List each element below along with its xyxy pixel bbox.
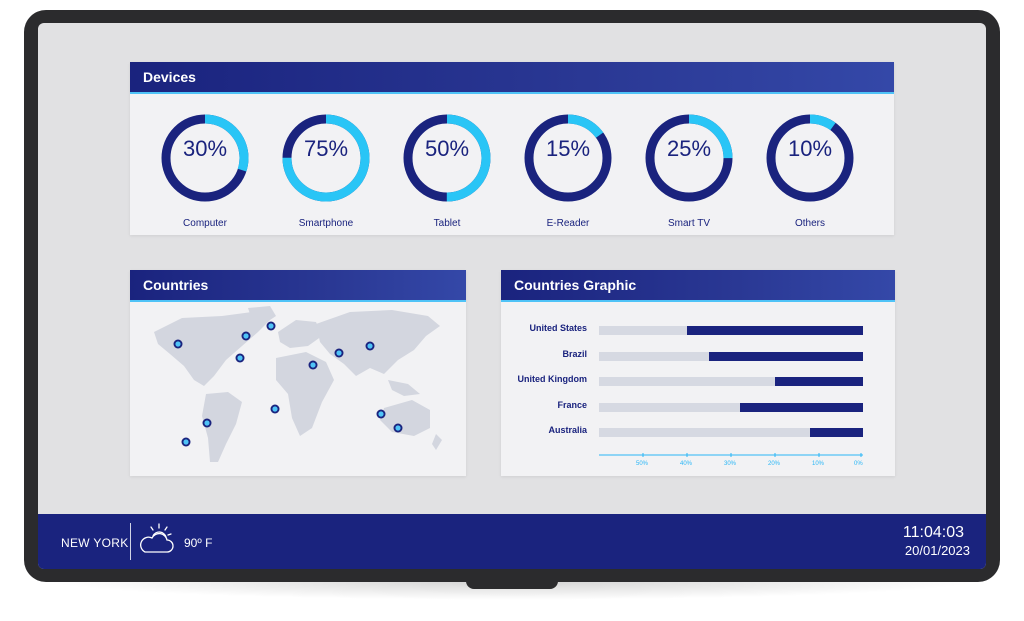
device-donut-tablet: 50% Tablet bbox=[397, 108, 497, 229]
city-label: NEW YORK bbox=[61, 536, 129, 550]
map-pin bbox=[243, 333, 249, 339]
bar-row: France bbox=[501, 400, 895, 414]
map-pin bbox=[237, 355, 243, 361]
bar-value bbox=[687, 326, 863, 335]
donut-ring bbox=[766, 114, 854, 202]
australia-shape bbox=[380, 400, 430, 436]
map-pin bbox=[272, 406, 278, 412]
device-donut-smartphone: 75% Smartphone bbox=[276, 108, 376, 229]
bar-value bbox=[775, 377, 863, 386]
bar-track bbox=[599, 351, 863, 361]
map-pin bbox=[336, 350, 342, 356]
bar-value bbox=[709, 351, 863, 361]
countries-panel: Countries bbox=[130, 270, 466, 476]
bar-value bbox=[810, 428, 863, 437]
donut-value-arc bbox=[766, 114, 854, 202]
asia-shape bbox=[316, 310, 440, 376]
map-pin bbox=[367, 343, 373, 349]
partly-cloudy-icon bbox=[137, 522, 177, 563]
x-axis-tick-label: 50% bbox=[636, 461, 649, 467]
status-footer: NEW YORK 90º F 11:04:03 20/01/2023 bbox=[38, 514, 986, 569]
map-pin bbox=[183, 439, 189, 445]
device-donut-smart-tv: 25% Smart TV bbox=[639, 108, 739, 229]
donut-value-arc bbox=[161, 114, 249, 202]
map-pin bbox=[395, 425, 401, 431]
europe-shape bbox=[278, 320, 322, 348]
donut-label: Computer bbox=[183, 218, 227, 229]
map-pin bbox=[268, 323, 274, 329]
map-pin bbox=[204, 420, 210, 426]
donut-label: Tablet bbox=[433, 218, 461, 229]
device-donut-computer: 30% Computer bbox=[155, 108, 255, 229]
bar-category-label: United Kingdom bbox=[517, 374, 588, 384]
x-axis-tick-label: 10% bbox=[812, 461, 825, 467]
bar-category-label: Brazil bbox=[562, 348, 587, 359]
donut-value-arc bbox=[403, 114, 491, 202]
donut-label: Smartphone bbox=[298, 218, 354, 229]
bar-row: United States bbox=[501, 323, 895, 337]
bar-category-label: United States bbox=[529, 323, 587, 333]
bar-track bbox=[599, 402, 863, 412]
map-pin bbox=[378, 411, 384, 417]
x-axis-tick-label: 40% bbox=[680, 461, 693, 467]
bar-row: Brazil bbox=[501, 349, 895, 363]
donut-ring bbox=[282, 114, 370, 202]
devices-panel: Devices 30% Computer 75% Smartphone 50% Table… bbox=[130, 62, 894, 235]
x-axis-tick-label: 30% bbox=[724, 461, 737, 467]
devices-panel-title: Devices bbox=[130, 62, 894, 94]
donut-percent: 15% bbox=[545, 136, 591, 161]
temperature: 90º F bbox=[184, 536, 213, 550]
bar-track bbox=[599, 428, 863, 437]
se-asia-shape bbox=[388, 380, 420, 396]
donut-label: Smart TV bbox=[667, 218, 711, 229]
bar-category-label: France bbox=[557, 399, 587, 410]
donut-ring bbox=[161, 114, 249, 202]
africa-shape bbox=[276, 352, 334, 436]
device-donut-e-reader: 15% E-Reader bbox=[518, 108, 618, 229]
map-pin bbox=[310, 362, 316, 368]
bar-row: Australia bbox=[501, 425, 895, 439]
x-axis-tick-label: 0% bbox=[854, 461, 863, 467]
bar-row: United Kingdom bbox=[501, 374, 895, 388]
donut-percent: 30% bbox=[182, 136, 228, 161]
donut-percent: 10% bbox=[787, 136, 833, 161]
x-axis-tick-label: 20% bbox=[768, 461, 781, 467]
bar-track bbox=[599, 377, 863, 386]
donut-ring bbox=[645, 114, 733, 202]
countries-graphic-panel: Countries Graphic United States Brazil Uni… bbox=[501, 270, 895, 476]
donut-ring bbox=[524, 114, 612, 202]
tv-stand bbox=[466, 575, 558, 589]
countries-graphic-title: Countries Graphic bbox=[501, 270, 895, 302]
bar-chart-axis bbox=[599, 453, 863, 457]
south-america-shape bbox=[202, 392, 242, 462]
donut-value-arc bbox=[645, 114, 733, 202]
donut-percent: 50% bbox=[424, 136, 470, 161]
new-zealand-shape bbox=[432, 434, 442, 450]
map-pin bbox=[175, 341, 181, 347]
clock-time: 11:04:03 bbox=[902, 524, 964, 541]
bar-category-label: Australia bbox=[548, 425, 587, 435]
donut-ring bbox=[403, 114, 491, 202]
donut-percent: 75% bbox=[303, 136, 349, 161]
bar-value bbox=[739, 402, 863, 412]
donut-percent: 25% bbox=[666, 136, 712, 161]
device-donut-others: 10% Others bbox=[760, 108, 860, 229]
world-map-svg bbox=[154, 306, 442, 462]
countries-panel-title: Countries bbox=[130, 270, 466, 302]
donut-label: E-Reader bbox=[546, 218, 590, 229]
donut-value-arc bbox=[282, 114, 370, 202]
bar-track bbox=[599, 326, 863, 335]
donut-label: Others bbox=[794, 218, 825, 229]
world-map bbox=[130, 302, 466, 476]
donut-value-arc bbox=[524, 114, 612, 202]
clock-date: 20/01/2023 bbox=[904, 543, 970, 558]
footer-divider bbox=[130, 523, 131, 560]
greenland-shape bbox=[248, 306, 276, 324]
dashboard-screen: Devices 30% Computer 75% Smartphone 50% Table… bbox=[38, 23, 986, 569]
north-america-shape bbox=[154, 312, 270, 386]
